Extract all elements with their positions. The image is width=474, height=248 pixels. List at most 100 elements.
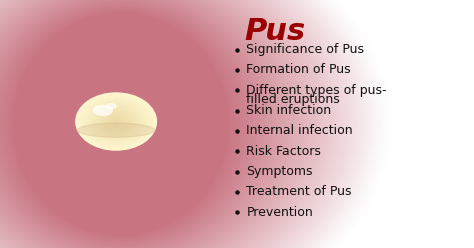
Ellipse shape [12,12,229,236]
Ellipse shape [0,0,292,248]
Ellipse shape [0,0,300,248]
Ellipse shape [97,108,135,135]
Ellipse shape [0,0,317,248]
Text: filled eruptions: filled eruptions [246,93,340,106]
Ellipse shape [91,103,142,140]
Ellipse shape [103,112,129,131]
Text: Treatment of Pus: Treatment of Pus [246,186,352,198]
Ellipse shape [0,5,242,243]
Ellipse shape [76,93,156,150]
Text: Significance of Pus: Significance of Pus [246,43,365,56]
Ellipse shape [85,100,147,143]
Ellipse shape [81,97,151,146]
Ellipse shape [0,0,302,248]
Ellipse shape [0,0,338,248]
Ellipse shape [0,0,371,248]
Ellipse shape [112,119,120,124]
Ellipse shape [93,105,139,138]
Ellipse shape [96,107,137,136]
Ellipse shape [0,0,263,248]
Ellipse shape [4,7,237,241]
Ellipse shape [0,0,279,248]
Ellipse shape [108,116,124,127]
Ellipse shape [0,0,269,248]
Ellipse shape [6,9,236,239]
Ellipse shape [0,0,283,248]
Ellipse shape [107,115,126,128]
Ellipse shape [101,111,131,132]
Ellipse shape [0,0,255,248]
Ellipse shape [99,109,134,134]
Ellipse shape [0,0,267,248]
Ellipse shape [0,0,342,248]
Ellipse shape [0,0,296,248]
Ellipse shape [111,118,121,125]
Ellipse shape [0,0,321,248]
Text: Skin infection: Skin infection [246,104,332,117]
Text: Symptoms: Symptoms [246,165,313,178]
Ellipse shape [0,0,361,248]
Ellipse shape [0,0,346,248]
Ellipse shape [10,11,231,237]
Ellipse shape [109,117,123,126]
Ellipse shape [0,0,388,248]
Ellipse shape [0,0,350,248]
Ellipse shape [0,0,383,248]
Ellipse shape [0,0,334,248]
Ellipse shape [0,0,363,248]
Ellipse shape [0,0,344,248]
Ellipse shape [0,0,386,248]
Ellipse shape [0,0,313,248]
Ellipse shape [15,14,227,234]
Ellipse shape [0,0,275,248]
Ellipse shape [0,0,359,248]
Ellipse shape [0,0,355,248]
Ellipse shape [0,0,392,248]
Ellipse shape [115,121,118,123]
Ellipse shape [78,123,155,137]
Ellipse shape [0,0,365,248]
Ellipse shape [0,0,336,248]
Ellipse shape [79,95,154,148]
Ellipse shape [0,0,319,248]
Ellipse shape [0,0,309,248]
Ellipse shape [0,0,307,248]
Ellipse shape [0,0,382,248]
Ellipse shape [0,0,250,248]
Text: Pus: Pus [244,17,305,46]
Ellipse shape [0,0,265,248]
Ellipse shape [0,0,282,248]
Ellipse shape [95,106,137,137]
Ellipse shape [105,114,127,129]
Ellipse shape [89,102,143,141]
Ellipse shape [0,0,329,248]
Ellipse shape [0,0,380,248]
Ellipse shape [0,0,323,248]
Ellipse shape [0,0,277,248]
Ellipse shape [0,0,369,248]
Ellipse shape [0,0,375,248]
Ellipse shape [0,1,248,247]
Ellipse shape [0,0,290,248]
Ellipse shape [0,0,304,248]
Ellipse shape [113,120,119,124]
Ellipse shape [107,104,116,109]
Ellipse shape [0,0,271,248]
Text: Different types of pus-: Different types of pus- [246,84,387,97]
Ellipse shape [88,102,144,141]
Ellipse shape [0,0,352,248]
Ellipse shape [93,105,112,115]
Ellipse shape [0,0,356,248]
Text: Formation of Pus: Formation of Pus [246,63,351,76]
Ellipse shape [0,0,328,248]
Ellipse shape [87,101,146,142]
Ellipse shape [0,0,261,248]
Ellipse shape [0,0,377,248]
Ellipse shape [104,113,128,130]
Ellipse shape [0,0,331,248]
Ellipse shape [0,0,288,248]
Ellipse shape [0,0,286,248]
Ellipse shape [92,104,140,139]
Ellipse shape [0,0,340,248]
Text: Risk Factors: Risk Factors [246,145,321,158]
